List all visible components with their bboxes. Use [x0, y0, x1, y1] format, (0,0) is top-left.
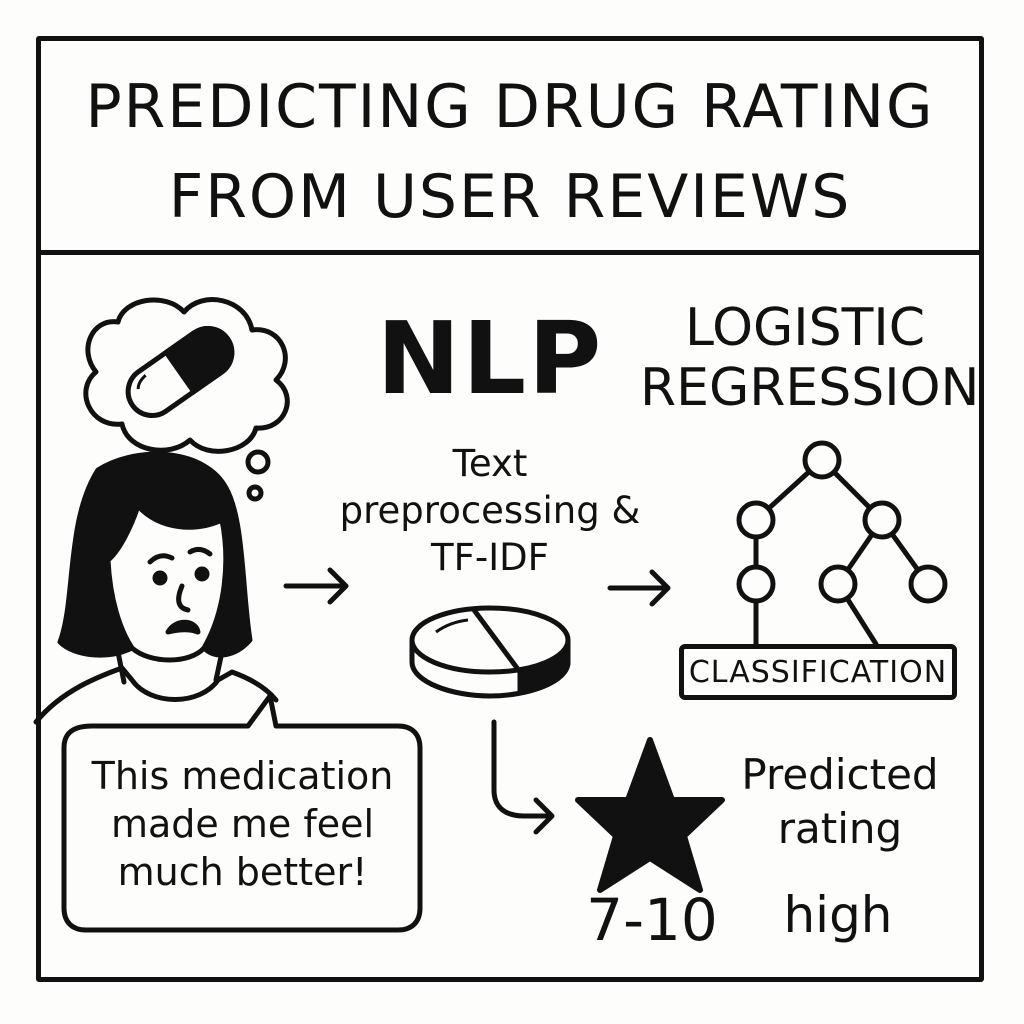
arrow-icon	[491, 719, 555, 835]
pill-icon	[125, 325, 235, 419]
speech-bubble	[61, 693, 423, 933]
nlp-label: NLP	[376, 300, 604, 417]
person-icon	[33, 451, 279, 725]
arrow-icon	[607, 569, 671, 607]
review-text: This medication made me feel much better…	[91, 754, 394, 894]
pill-tablet-icon	[409, 605, 571, 699]
diagram-frame	[36, 36, 984, 982]
predicted-rating-label: Predicted rating	[741, 750, 939, 853]
star-icon	[575, 737, 725, 893]
model-label: Logistic regression	[640, 298, 980, 418]
diagram-title: Predicting drug rating from user reviews	[85, 72, 935, 232]
title-divider	[36, 250, 984, 255]
arrow-icon	[283, 567, 349, 605]
preprocessing-label: Text preprocessing & TF-IDF	[339, 442, 641, 579]
rating-range: 7-10	[586, 886, 718, 954]
rating-level: high	[783, 886, 893, 944]
classification-label: Classification	[688, 654, 948, 690]
classification-box: Classification	[679, 644, 957, 700]
tree-icon	[736, 440, 948, 647]
